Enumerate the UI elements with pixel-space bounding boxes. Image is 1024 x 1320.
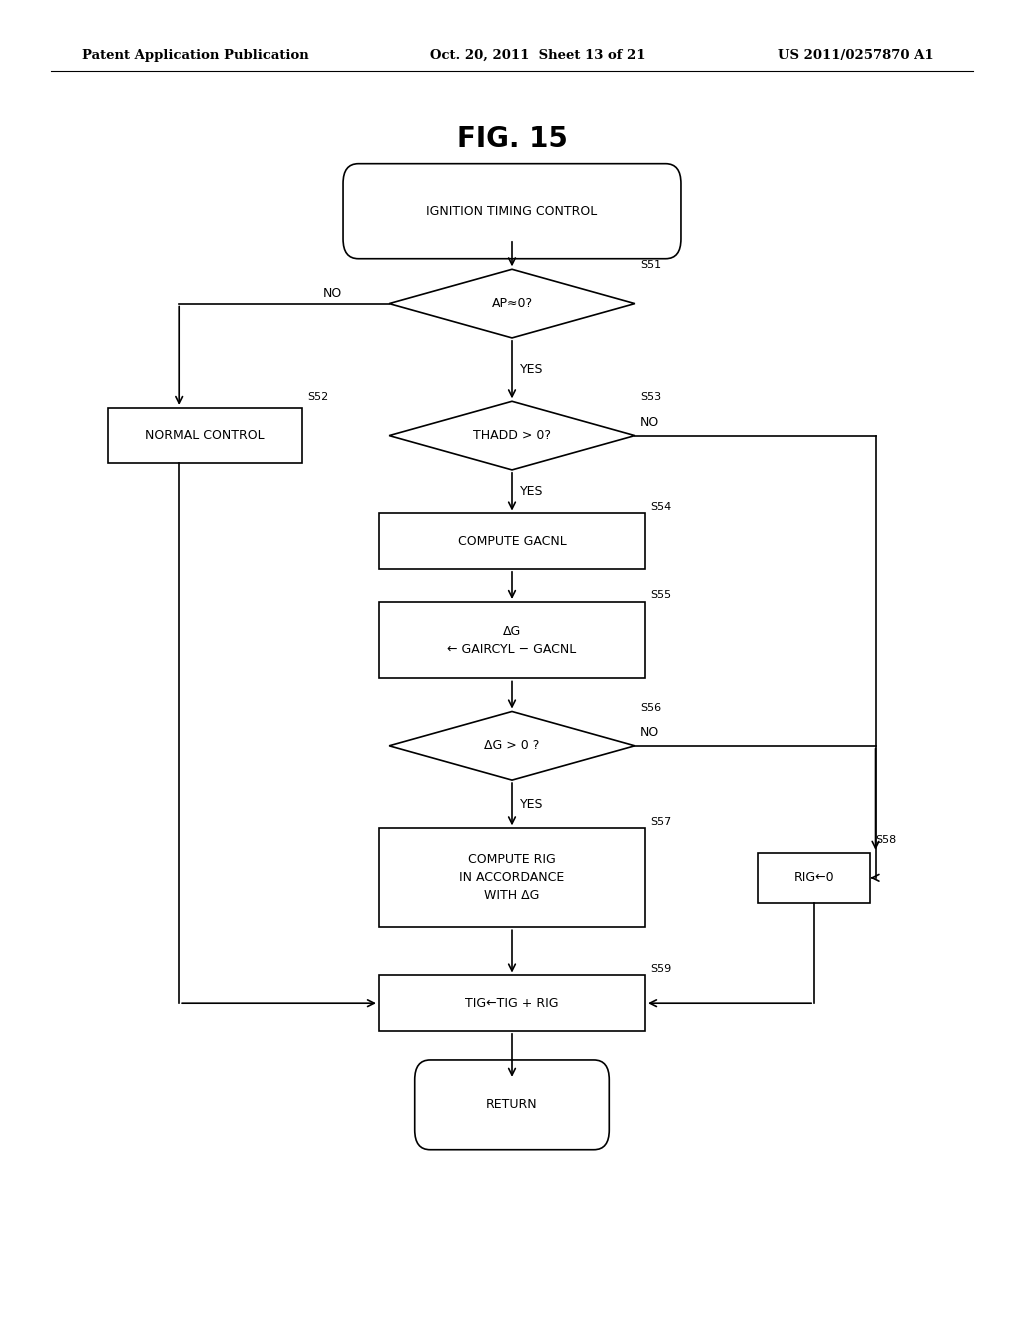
Text: COMPUTE RIG
IN ACCORDANCE
WITH ΔG: COMPUTE RIG IN ACCORDANCE WITH ΔG — [460, 853, 564, 903]
Text: Patent Application Publication: Patent Application Publication — [82, 49, 308, 62]
Bar — [379, 829, 645, 927]
Bar — [379, 602, 645, 678]
Bar — [379, 975, 645, 1031]
FancyBboxPatch shape — [343, 164, 681, 259]
Text: S56: S56 — [640, 702, 662, 713]
Text: US 2011/0257870 A1: US 2011/0257870 A1 — [778, 49, 934, 62]
Text: YES: YES — [520, 797, 544, 810]
Text: FIG. 15: FIG. 15 — [457, 124, 567, 153]
Text: S52: S52 — [307, 392, 329, 403]
Text: NO: NO — [640, 726, 659, 739]
Polygon shape — [389, 711, 635, 780]
Text: IGNITION TIMING CONTROL: IGNITION TIMING CONTROL — [426, 205, 598, 218]
Text: Oct. 20, 2011  Sheet 13 of 21: Oct. 20, 2011 Sheet 13 of 21 — [430, 49, 645, 62]
Text: S55: S55 — [650, 590, 672, 601]
Polygon shape — [389, 269, 635, 338]
Text: NORMAL CONTROL: NORMAL CONTROL — [145, 429, 264, 442]
Text: NO: NO — [640, 416, 659, 429]
Text: AP≈0?: AP≈0? — [492, 297, 532, 310]
Text: S53: S53 — [640, 392, 662, 403]
Text: RETURN: RETURN — [486, 1098, 538, 1111]
Text: ΔG > 0 ?: ΔG > 0 ? — [484, 739, 540, 752]
Polygon shape — [389, 401, 635, 470]
Bar — [758, 853, 870, 903]
Text: S57: S57 — [650, 817, 672, 826]
Text: ΔG
← GAIRCYL − GACNL: ΔG ← GAIRCYL − GACNL — [447, 624, 577, 656]
Text: RIG←0: RIG←0 — [794, 871, 835, 884]
FancyBboxPatch shape — [415, 1060, 609, 1150]
Text: YES: YES — [520, 486, 544, 498]
Text: THADD > 0?: THADD > 0? — [473, 429, 551, 442]
Text: S54: S54 — [650, 502, 672, 512]
Bar — [108, 408, 302, 463]
Text: S59: S59 — [650, 964, 672, 974]
Bar — [379, 513, 645, 569]
Text: YES: YES — [520, 363, 544, 376]
Text: TIG←TIG + RIG: TIG←TIG + RIG — [465, 997, 559, 1010]
Text: NO: NO — [324, 286, 342, 300]
Text: COMPUTE GACNL: COMPUTE GACNL — [458, 535, 566, 548]
Text: S58: S58 — [876, 834, 897, 845]
Text: S51: S51 — [640, 260, 662, 271]
